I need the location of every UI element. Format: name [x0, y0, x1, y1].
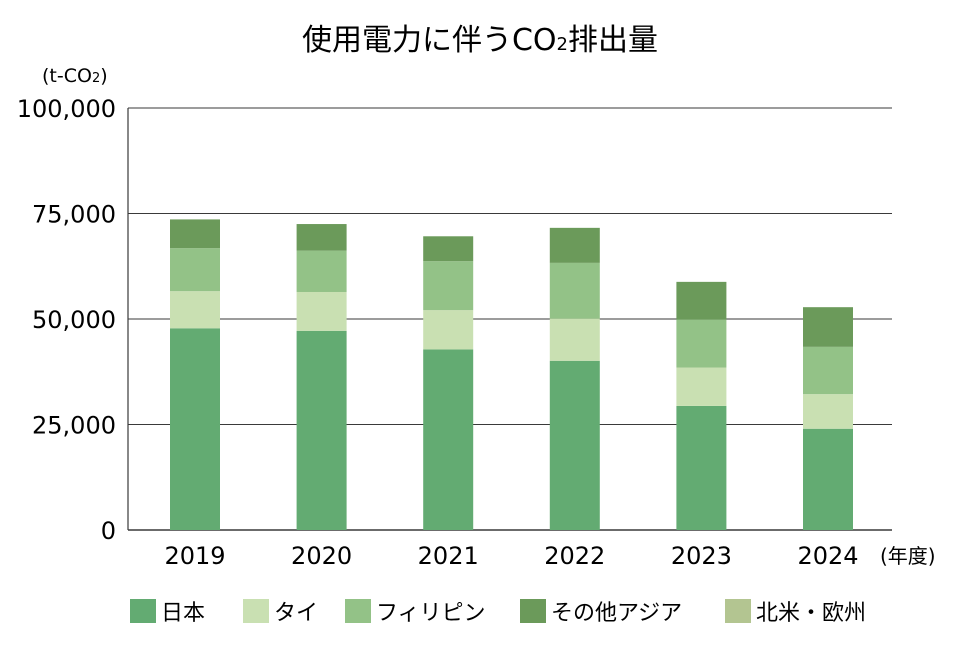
bar-segment	[549, 360, 600, 530]
y-tick-label: 50,000	[32, 306, 116, 334]
bar-segment	[549, 227, 600, 263]
bar-segment	[423, 236, 474, 262]
bar-segment	[803, 307, 853, 347]
x-tick-label: 2022	[544, 542, 605, 570]
bar-segment	[170, 291, 220, 329]
x-axis-unit: (年度)	[880, 544, 936, 568]
y-tick-label: 100,000	[17, 95, 116, 123]
bar-segment	[423, 310, 474, 350]
x-tick-label: 2024	[797, 542, 858, 570]
bar-segment	[549, 262, 600, 319]
y-tick-label: 75,000	[32, 201, 116, 229]
bar-segment	[676, 367, 727, 406]
legend-swatch	[345, 599, 371, 623]
chart-title: 使用電力に伴うCO2排出量	[302, 23, 658, 58]
x-tick-label: 2019	[164, 542, 225, 570]
legend-label: 北米・欧州	[756, 601, 866, 626]
x-tick-label: 2020	[291, 542, 352, 570]
bar-segment	[549, 318, 600, 361]
x-tick-label: 2021	[418, 542, 479, 570]
bar-segment	[296, 291, 347, 331]
bar-segment	[296, 330, 347, 530]
y-tick-label: 0	[101, 517, 116, 545]
bar-segment	[803, 394, 853, 429]
bar-segment	[803, 428, 853, 530]
y-tick-label: 25,000	[32, 412, 116, 440]
legend-label: 日本	[161, 601, 205, 626]
bar-segment	[170, 248, 220, 292]
bar-segment	[296, 250, 347, 292]
bar-segment	[676, 319, 727, 368]
x-tick-label: 2023	[671, 542, 732, 570]
bar-segment	[423, 261, 474, 311]
legend-swatch	[130, 599, 156, 623]
bar-segment	[676, 405, 727, 530]
bar-segment	[676, 281, 727, 320]
legend-swatch	[520, 599, 546, 623]
y-axis-unit: (t-CO2)	[42, 65, 108, 87]
bar-segment	[170, 328, 220, 530]
legend-swatch	[243, 599, 269, 623]
bar-segment	[170, 219, 220, 249]
bar-segment	[296, 224, 347, 251]
bar-segment	[803, 346, 853, 395]
bar-segment	[423, 349, 474, 530]
legend-label: その他アジア	[551, 601, 682, 626]
legend-label: フィリピン	[376, 601, 486, 626]
legend-swatch	[725, 599, 751, 623]
legend-label: タイ	[274, 601, 318, 626]
